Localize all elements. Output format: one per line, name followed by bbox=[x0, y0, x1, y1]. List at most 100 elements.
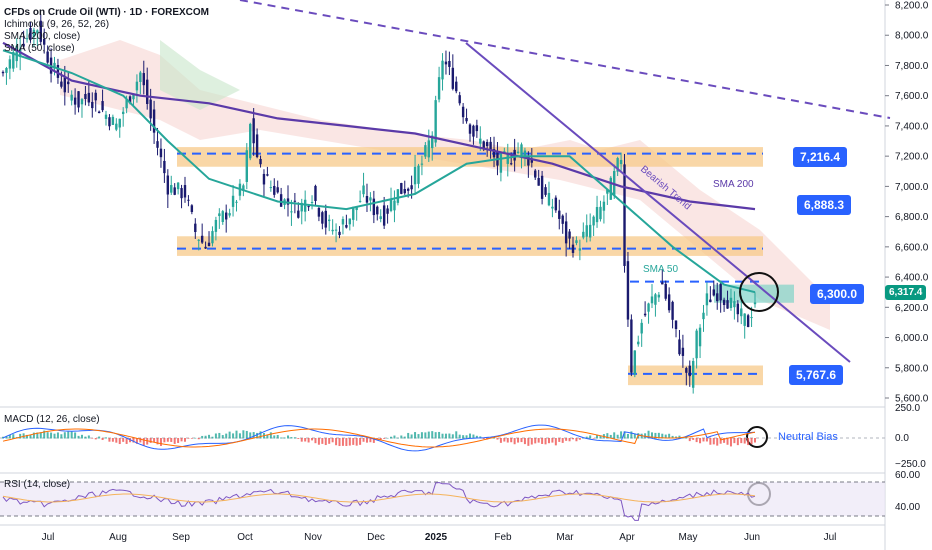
macd-histogram-bar bbox=[403, 436, 406, 439]
candle-body bbox=[338, 231, 341, 236]
macd-histogram-bar bbox=[626, 433, 629, 439]
macd-histogram-bar bbox=[341, 438, 344, 446]
macd-histogram-bar bbox=[232, 433, 235, 439]
macd-histogram-bar bbox=[290, 437, 293, 439]
macd-histogram-bar bbox=[414, 432, 417, 439]
candle-body bbox=[602, 201, 606, 211]
macd-histogram-bar bbox=[417, 434, 420, 439]
macd-histogram-bar bbox=[259, 431, 262, 439]
candle-body bbox=[300, 202, 303, 212]
time-tick-label: Feb bbox=[494, 532, 512, 543]
candle-body bbox=[15, 45, 18, 62]
macd-histogram-bar bbox=[647, 430, 650, 439]
candle-body bbox=[709, 299, 712, 303]
candle-body bbox=[479, 138, 482, 144]
macd-histogram-bar bbox=[194, 437, 197, 439]
candle-body bbox=[362, 185, 365, 195]
macd-histogram-bar bbox=[723, 438, 726, 443]
macd-histogram-bar bbox=[671, 435, 674, 439]
time-tick-label: Aug bbox=[109, 532, 127, 543]
candle-body bbox=[564, 221, 568, 244]
candle-body bbox=[489, 141, 492, 150]
candle-body bbox=[537, 177, 540, 186]
candle-body bbox=[286, 198, 290, 205]
candle-body bbox=[211, 231, 214, 244]
candle-body bbox=[142, 73, 145, 86]
macd-histogram-bar bbox=[242, 430, 245, 439]
macd-histogram-bar bbox=[740, 438, 743, 444]
macd-histogram-bar bbox=[503, 438, 506, 442]
macd-histogram-bar bbox=[218, 432, 221, 439]
macd-histogram-bar bbox=[633, 433, 636, 439]
candle-body bbox=[441, 60, 444, 80]
candle-body bbox=[200, 235, 204, 243]
candle-body bbox=[245, 150, 248, 182]
candle-body bbox=[575, 240, 578, 244]
candle-body bbox=[149, 99, 152, 119]
macd-histogram-bar bbox=[541, 438, 544, 444]
sma200-legend: SMA (200, close) bbox=[4, 31, 81, 42]
macd-histogram-bar bbox=[695, 438, 698, 443]
candle-body bbox=[733, 301, 736, 308]
macd-histogram-bar bbox=[173, 438, 176, 444]
macd-histogram-bar bbox=[50, 432, 53, 439]
macd-histogram-bar bbox=[56, 432, 59, 439]
candle-body bbox=[667, 294, 671, 311]
candle-body bbox=[475, 125, 479, 132]
candle-body bbox=[166, 175, 170, 195]
macd-histogram-bar bbox=[321, 438, 324, 444]
price-tick-label: 5,800.0 bbox=[895, 363, 929, 374]
macd-histogram-bar bbox=[300, 438, 303, 442]
time-tick-label: Dec bbox=[367, 532, 385, 543]
candle-body bbox=[194, 223, 197, 233]
macd-histogram-bar bbox=[393, 435, 396, 439]
candle-body bbox=[664, 283, 667, 299]
candle-body bbox=[705, 293, 709, 306]
candle-body bbox=[170, 185, 173, 193]
candle-body bbox=[29, 27, 32, 40]
macd-histogram-bar bbox=[606, 433, 609, 439]
price-tick-label: 7,800.0 bbox=[895, 61, 929, 72]
macd-histogram-bar bbox=[520, 438, 523, 443]
macd-histogram-bar bbox=[362, 438, 365, 442]
candle-body bbox=[132, 93, 135, 100]
candle-body bbox=[585, 225, 588, 237]
macd-histogram-bar bbox=[252, 432, 255, 439]
macd-tick-label: 250.0 bbox=[895, 403, 920, 414]
price-tick-label: 7,600.0 bbox=[895, 91, 929, 102]
candle-body bbox=[736, 303, 740, 315]
candle-body bbox=[530, 158, 534, 163]
candle-body bbox=[619, 159, 623, 165]
macd-histogram-bar bbox=[183, 438, 186, 442]
macd-histogram-bar bbox=[688, 438, 691, 442]
macd-histogram-bar bbox=[328, 438, 331, 444]
candle-body bbox=[540, 175, 544, 199]
candle-body bbox=[307, 206, 310, 208]
candle-body bbox=[94, 92, 97, 101]
candle-body bbox=[492, 149, 496, 158]
candle-body bbox=[355, 206, 358, 211]
candle-body bbox=[5, 68, 8, 73]
macd-histogram-bar bbox=[420, 432, 423, 439]
candle-body bbox=[630, 319, 633, 373]
macd-histogram-bar bbox=[63, 432, 66, 439]
candle-body bbox=[688, 365, 691, 377]
macd-histogram-bar bbox=[719, 438, 722, 444]
candle-body bbox=[252, 118, 255, 144]
macd-histogram-bar bbox=[87, 435, 90, 439]
candle-body bbox=[279, 194, 283, 207]
candle-body bbox=[317, 207, 321, 217]
macd-histogram-bar bbox=[142, 438, 145, 447]
macd-histogram-bar bbox=[699, 438, 702, 444]
time-tick-label: Jul bbox=[42, 532, 55, 543]
candle-body bbox=[716, 293, 719, 302]
candle-body bbox=[176, 182, 180, 190]
macd-histogram-bar bbox=[444, 433, 447, 439]
price-tick-label: 7,400.0 bbox=[895, 121, 929, 132]
macd-signal-line bbox=[2, 428, 756, 448]
candle-body bbox=[523, 150, 527, 158]
candle-body bbox=[674, 320, 678, 330]
macd-histogram-bar bbox=[527, 438, 530, 446]
candle-body bbox=[111, 116, 115, 125]
